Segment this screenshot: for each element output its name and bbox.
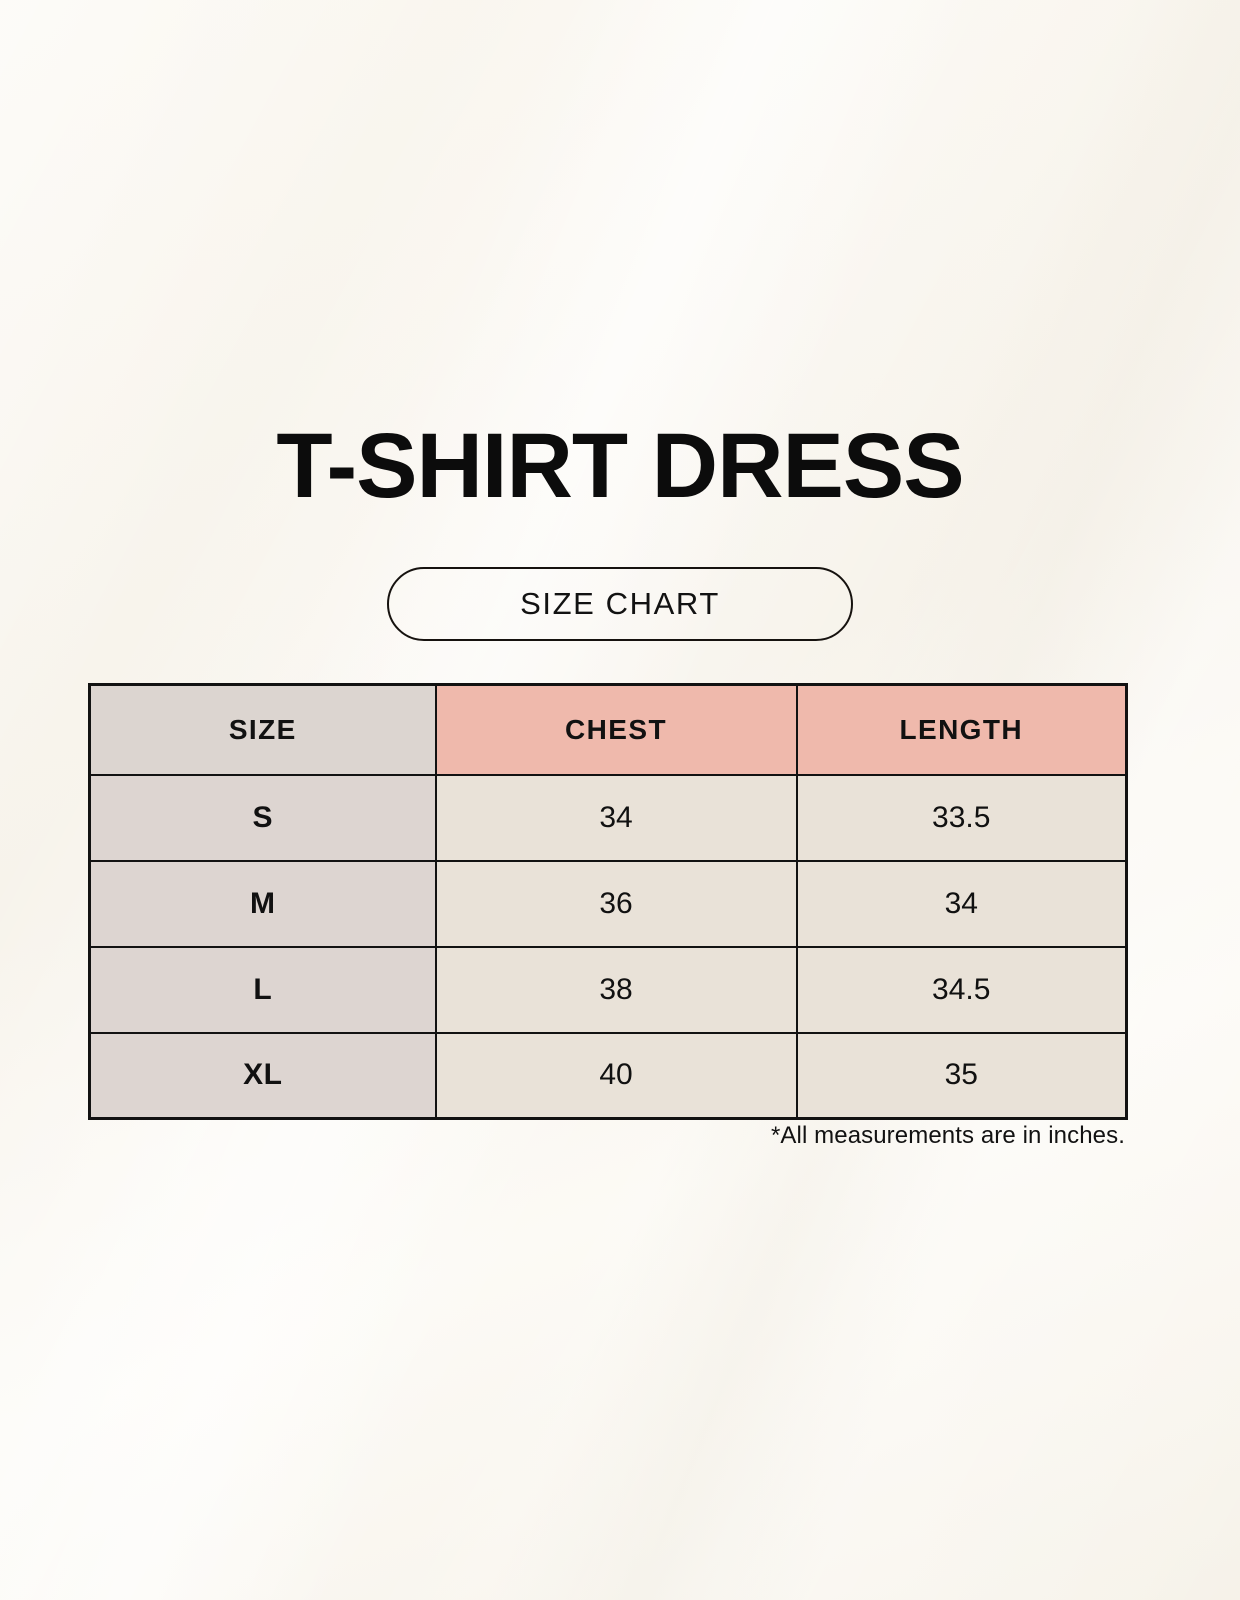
cell-length: 34 <box>795 859 1128 948</box>
cell-size: S <box>88 773 437 862</box>
table-header-row: SIZE CHEST LENGTH <box>88 683 1128 776</box>
column-header-chest: CHEST <box>434 683 798 776</box>
cell-length: 34.5 <box>795 945 1128 1034</box>
size-chart-table: SIZE CHEST LENGTH S 34 33.5 M 36 34 L 38… <box>88 683 1128 1120</box>
cell-chest: 38 <box>434 945 798 1034</box>
table-row: S 34 33.5 <box>88 773 1128 862</box>
cell-chest: 34 <box>434 773 798 862</box>
measurement-note: *All measurements are in inches. <box>770 1122 1125 1149</box>
table-row: M 36 34 <box>88 859 1128 948</box>
table-row: L 38 34.5 <box>88 945 1128 1034</box>
table-row: XL 40 35 <box>88 1031 1128 1120</box>
cell-length: 35 <box>795 1031 1128 1120</box>
cell-length: 33.5 <box>795 773 1128 862</box>
column-header-size: SIZE <box>88 683 437 776</box>
cell-chest: 36 <box>434 859 798 948</box>
page-title: T-SHIRT DRESS <box>276 415 964 517</box>
cell-size: M <box>88 859 437 948</box>
column-header-length: LENGTH <box>795 683 1128 776</box>
cell-size: XL <box>88 1031 437 1120</box>
table-header: SIZE CHEST LENGTH <box>88 683 1128 776</box>
size-chart-badge: SIZE CHART <box>387 567 853 641</box>
cell-chest: 40 <box>434 1031 798 1120</box>
table-body: S 34 33.5 M 36 34 L 38 34.5 XL 40 35 <box>88 773 1128 1120</box>
badge-container: SIZE CHART <box>0 567 1240 641</box>
cell-size: L <box>88 945 437 1034</box>
